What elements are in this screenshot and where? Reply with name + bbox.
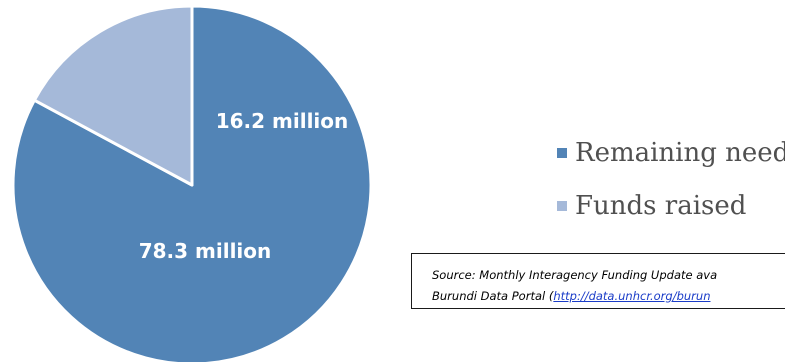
source-note-line1: Source: Monthly Interagency Funding Upda…: [432, 268, 718, 282]
slice-label-funds-raised: 16.2 million: [216, 109, 349, 133]
pie-chart: 78.3 million 16.2 million: [11, 4, 373, 362]
pie-slice-remaining-needs: [11, 4, 373, 362]
legend-item-funds-raised: Funds raised: [557, 191, 785, 221]
source-note-line2-prefix: Burundi Data Portal (: [432, 289, 554, 303]
legend: Remaining needs Funds raised: [557, 138, 785, 246]
legend-label-remaining-needs: Remaining needs: [575, 138, 785, 168]
source-link[interactable]: http://data.unhcr.org/burun: [553, 289, 711, 303]
legend-label-funds-raised: Funds raised: [575, 191, 747, 221]
slice-label-remaining-needs: 78.3 million: [139, 239, 272, 263]
legend-item-remaining-needs: Remaining needs: [557, 138, 785, 168]
legend-swatch-remaining-needs: [557, 148, 567, 158]
pie-slice-funds-raised: [32, 4, 194, 187]
legend-swatch-funds-raised: [557, 201, 567, 211]
source-note: Source: Monthly Interagency Funding Upda…: [432, 265, 717, 307]
source-note-box: Source: Monthly Interagency Funding Upda…: [411, 253, 785, 309]
source-note-line2: Burundi Data Portal (http://data.unhcr.o…: [432, 286, 717, 307]
